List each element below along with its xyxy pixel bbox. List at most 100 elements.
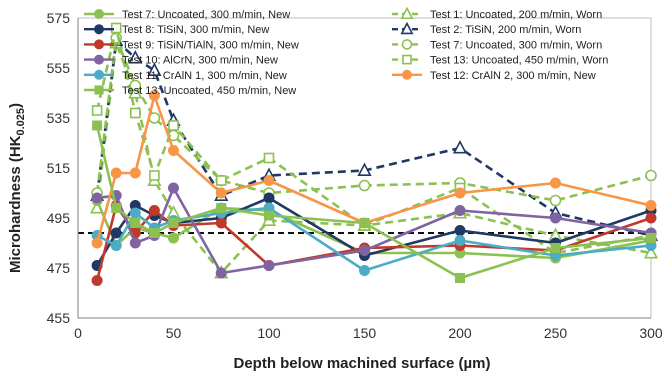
data-point (454, 225, 466, 236)
data-point (263, 260, 275, 271)
data-point (168, 182, 179, 194)
data-point (91, 237, 103, 249)
legend-label: Test 13: Uncoated, 450 m/min, Worn (430, 55, 608, 67)
legend-item: Test 13: Uncoated, 450 m/min, Worn (392, 55, 608, 67)
data-point (129, 237, 141, 249)
data-point (402, 69, 412, 80)
data-point (168, 120, 179, 131)
y-tick-label: 475 (47, 260, 71, 276)
data-point (263, 175, 275, 186)
legend-label: Test 12: CrAlN 2, 300 m/min, New (430, 70, 596, 82)
data-point (216, 203, 227, 213)
legend-label: Test 7: Uncoated, 300 m/min, New (122, 9, 290, 21)
y-tick-label: 495 (47, 210, 71, 226)
x-tick-label: 250 (544, 325, 568, 341)
data-point (402, 54, 412, 65)
y-tick-label: 455 (47, 310, 71, 326)
data-point (646, 233, 656, 243)
data-point (215, 267, 227, 279)
data-point (149, 228, 160, 238)
data-point (92, 120, 103, 131)
legend-label: Test 11: CrAlN 1, 300 m/min, New (122, 70, 287, 82)
legend-item: Test 10: AlCrN, 300 m/min, New (84, 54, 278, 67)
data-point (168, 218, 179, 228)
data-point (358, 179, 371, 192)
legend-item: Test 13: Uncoated, 450 m/min, New (84, 85, 296, 97)
legend-label: Test 2: TiSiN, 200 m/min, Worn (430, 24, 581, 36)
y-axis-title-close: ) (7, 103, 24, 108)
data-point (263, 192, 275, 204)
legend-label: Test 7: Uncoated, 300 m/min, Worn (430, 39, 602, 51)
data-point (400, 21, 414, 35)
legend-label: Test 10: AlCrN, 300 m/min, New (122, 55, 278, 67)
data-point (94, 69, 104, 80)
data-point (645, 169, 657, 182)
data-point (550, 177, 561, 189)
data-point (111, 203, 122, 213)
data-point (550, 243, 561, 253)
series-7 (92, 120, 656, 283)
series-line (95, 39, 652, 237)
y-tick-label: 555 (47, 60, 71, 76)
data-point (359, 218, 370, 228)
legend-item: Test 8: TiSiN, 300 m/min, New (84, 24, 269, 36)
data-point (452, 139, 468, 154)
x-tick-label: 0 (74, 325, 82, 341)
data-point (215, 217, 227, 229)
data-point (91, 192, 103, 204)
legend: Test 7: Uncoated, 300 m/min, New Test 1: … (84, 6, 608, 97)
data-point (130, 218, 141, 228)
data-point (129, 167, 141, 179)
data-point (147, 62, 162, 77)
data-point (263, 152, 275, 164)
data-point (359, 245, 370, 256)
legend-item: Test 12: CrAlN 2, 300 m/min, New (392, 69, 596, 82)
data-point (94, 9, 104, 19)
data-point (148, 90, 160, 101)
data-point (149, 170, 160, 181)
x-tick-label: 100 (257, 325, 281, 341)
data-point (215, 187, 227, 199)
data-point (168, 232, 179, 244)
data-point (129, 207, 141, 219)
y-axis-title-subscript: 0.025 (15, 108, 27, 136)
x-tick-label: 300 (639, 325, 663, 341)
legend-label: Test 9: TiSiN/TiAlN, 300 m/min, New (122, 39, 299, 51)
data-point (454, 235, 466, 246)
axes: 455 475 495 515 535 555 575 0 50 100 150 200 250 300 (47, 10, 663, 341)
series-group (90, 22, 659, 286)
data-point (643, 244, 659, 259)
data-point (110, 167, 122, 179)
data-point (94, 39, 104, 50)
y-axis-title: Microhardness (HK0.025) (7, 103, 27, 273)
series-4 (91, 182, 657, 279)
data-point (128, 49, 143, 64)
data-point (455, 273, 465, 283)
data-point (91, 105, 103, 116)
data-point (94, 85, 104, 95)
data-point (549, 194, 562, 207)
data-point (264, 210, 274, 221)
data-point (215, 175, 227, 186)
data-point (110, 227, 122, 239)
data-point (454, 187, 466, 199)
data-point (400, 6, 414, 20)
x-axis-title: Depth below machined surface (µm) (233, 355, 490, 372)
legend-item: Test 7: Uncoated, 300 m/min, Worn (392, 39, 602, 51)
legend-item: Test 9: TiSiN/TiAlN, 300 m/min, New (84, 39, 299, 51)
legend-label: Test 8: TiSiN, 300 m/min, New (122, 24, 269, 36)
x-tick-label: 150 (353, 325, 377, 341)
data-point (168, 145, 179, 156)
legend-item: Test 2: TiSiN, 200 m/min, Worn (392, 21, 581, 36)
data-point (94, 54, 104, 65)
data-point (454, 205, 466, 216)
data-point (401, 39, 413, 50)
data-point (550, 212, 561, 224)
legend-item: Test 1: Uncoated, 200 m/min, Worn (392, 6, 602, 21)
legend-item: Test 11: CrAlN 1, 300 m/min, New (84, 69, 287, 82)
x-tick-label: 200 (448, 325, 472, 341)
data-point (94, 24, 104, 35)
data-point (110, 240, 122, 251)
